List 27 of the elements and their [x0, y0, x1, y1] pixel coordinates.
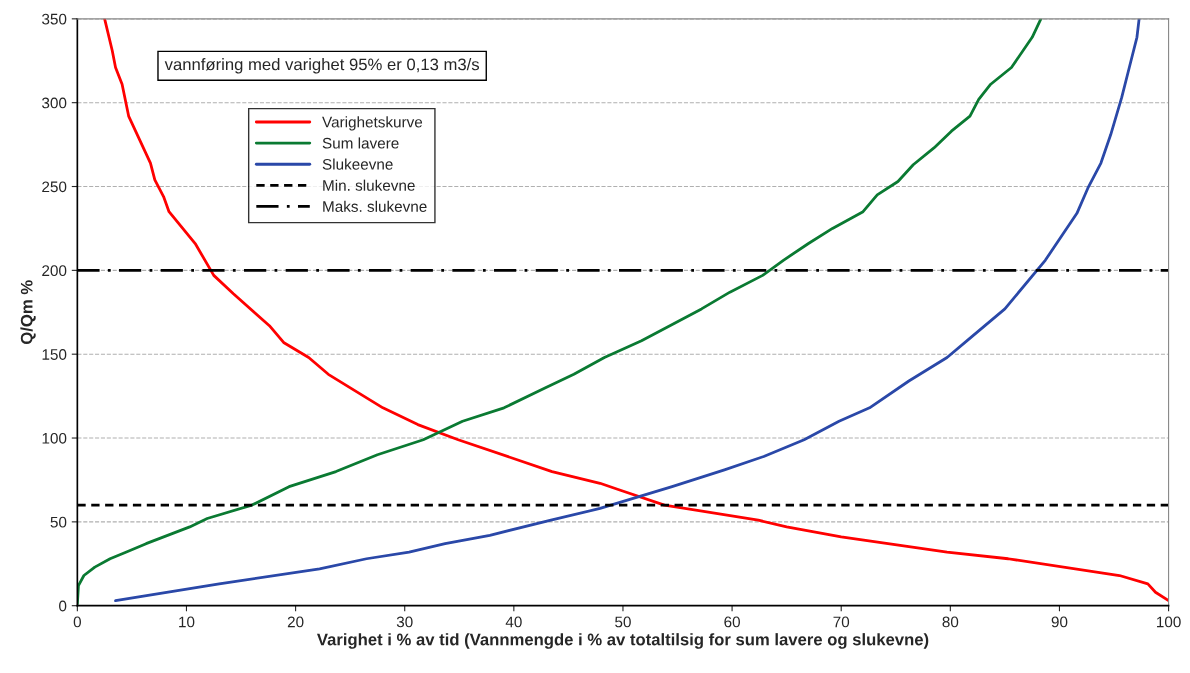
legend-label: Varighetskurve	[322, 116, 423, 131]
legend-label: Sum lavere	[322, 137, 399, 149]
annotation: vannføring med varighet 95% er 0,13 m3/s	[164, 58, 480, 74]
x-tick-label: 40	[505, 616, 522, 628]
x-tick-label: 20	[287, 616, 304, 628]
y-tick-label: 250	[42, 181, 67, 193]
y-tick-label: 300	[42, 97, 67, 109]
x-tick-label: 10	[179, 616, 195, 628]
x-tick-label: 50	[615, 616, 631, 628]
y-tick-label: 350	[42, 13, 67, 25]
x-tick-label: 100	[1157, 616, 1181, 628]
x-tick-label: 80	[942, 616, 959, 628]
legend-label: Maks. slukevne	[323, 200, 427, 212]
x-tick-label: 30	[396, 616, 413, 628]
y-tick-label: 200	[42, 265, 67, 277]
x-tick-label: 0	[73, 616, 81, 628]
y-axis-title: Q/Qm %	[20, 280, 36, 344]
legend-label: Min. slukevne	[323, 179, 415, 191]
legend-label: Slukeevne	[322, 158, 393, 170]
y-tick-label: 50	[50, 516, 67, 528]
x-tick-label: 90	[1051, 616, 1068, 628]
x-axis-title: Varighet i % av tid (Vannmengde i % av totaltilsig for sum lavere og slukevne)	[316, 633, 929, 649]
x-tick-label: 60	[724, 616, 740, 628]
y-tick-label: 0	[59, 600, 67, 612]
x-tick-label: 70	[833, 616, 850, 628]
y-tick-label: 150	[42, 349, 67, 360]
y-tick-label: 100	[42, 432, 67, 444]
